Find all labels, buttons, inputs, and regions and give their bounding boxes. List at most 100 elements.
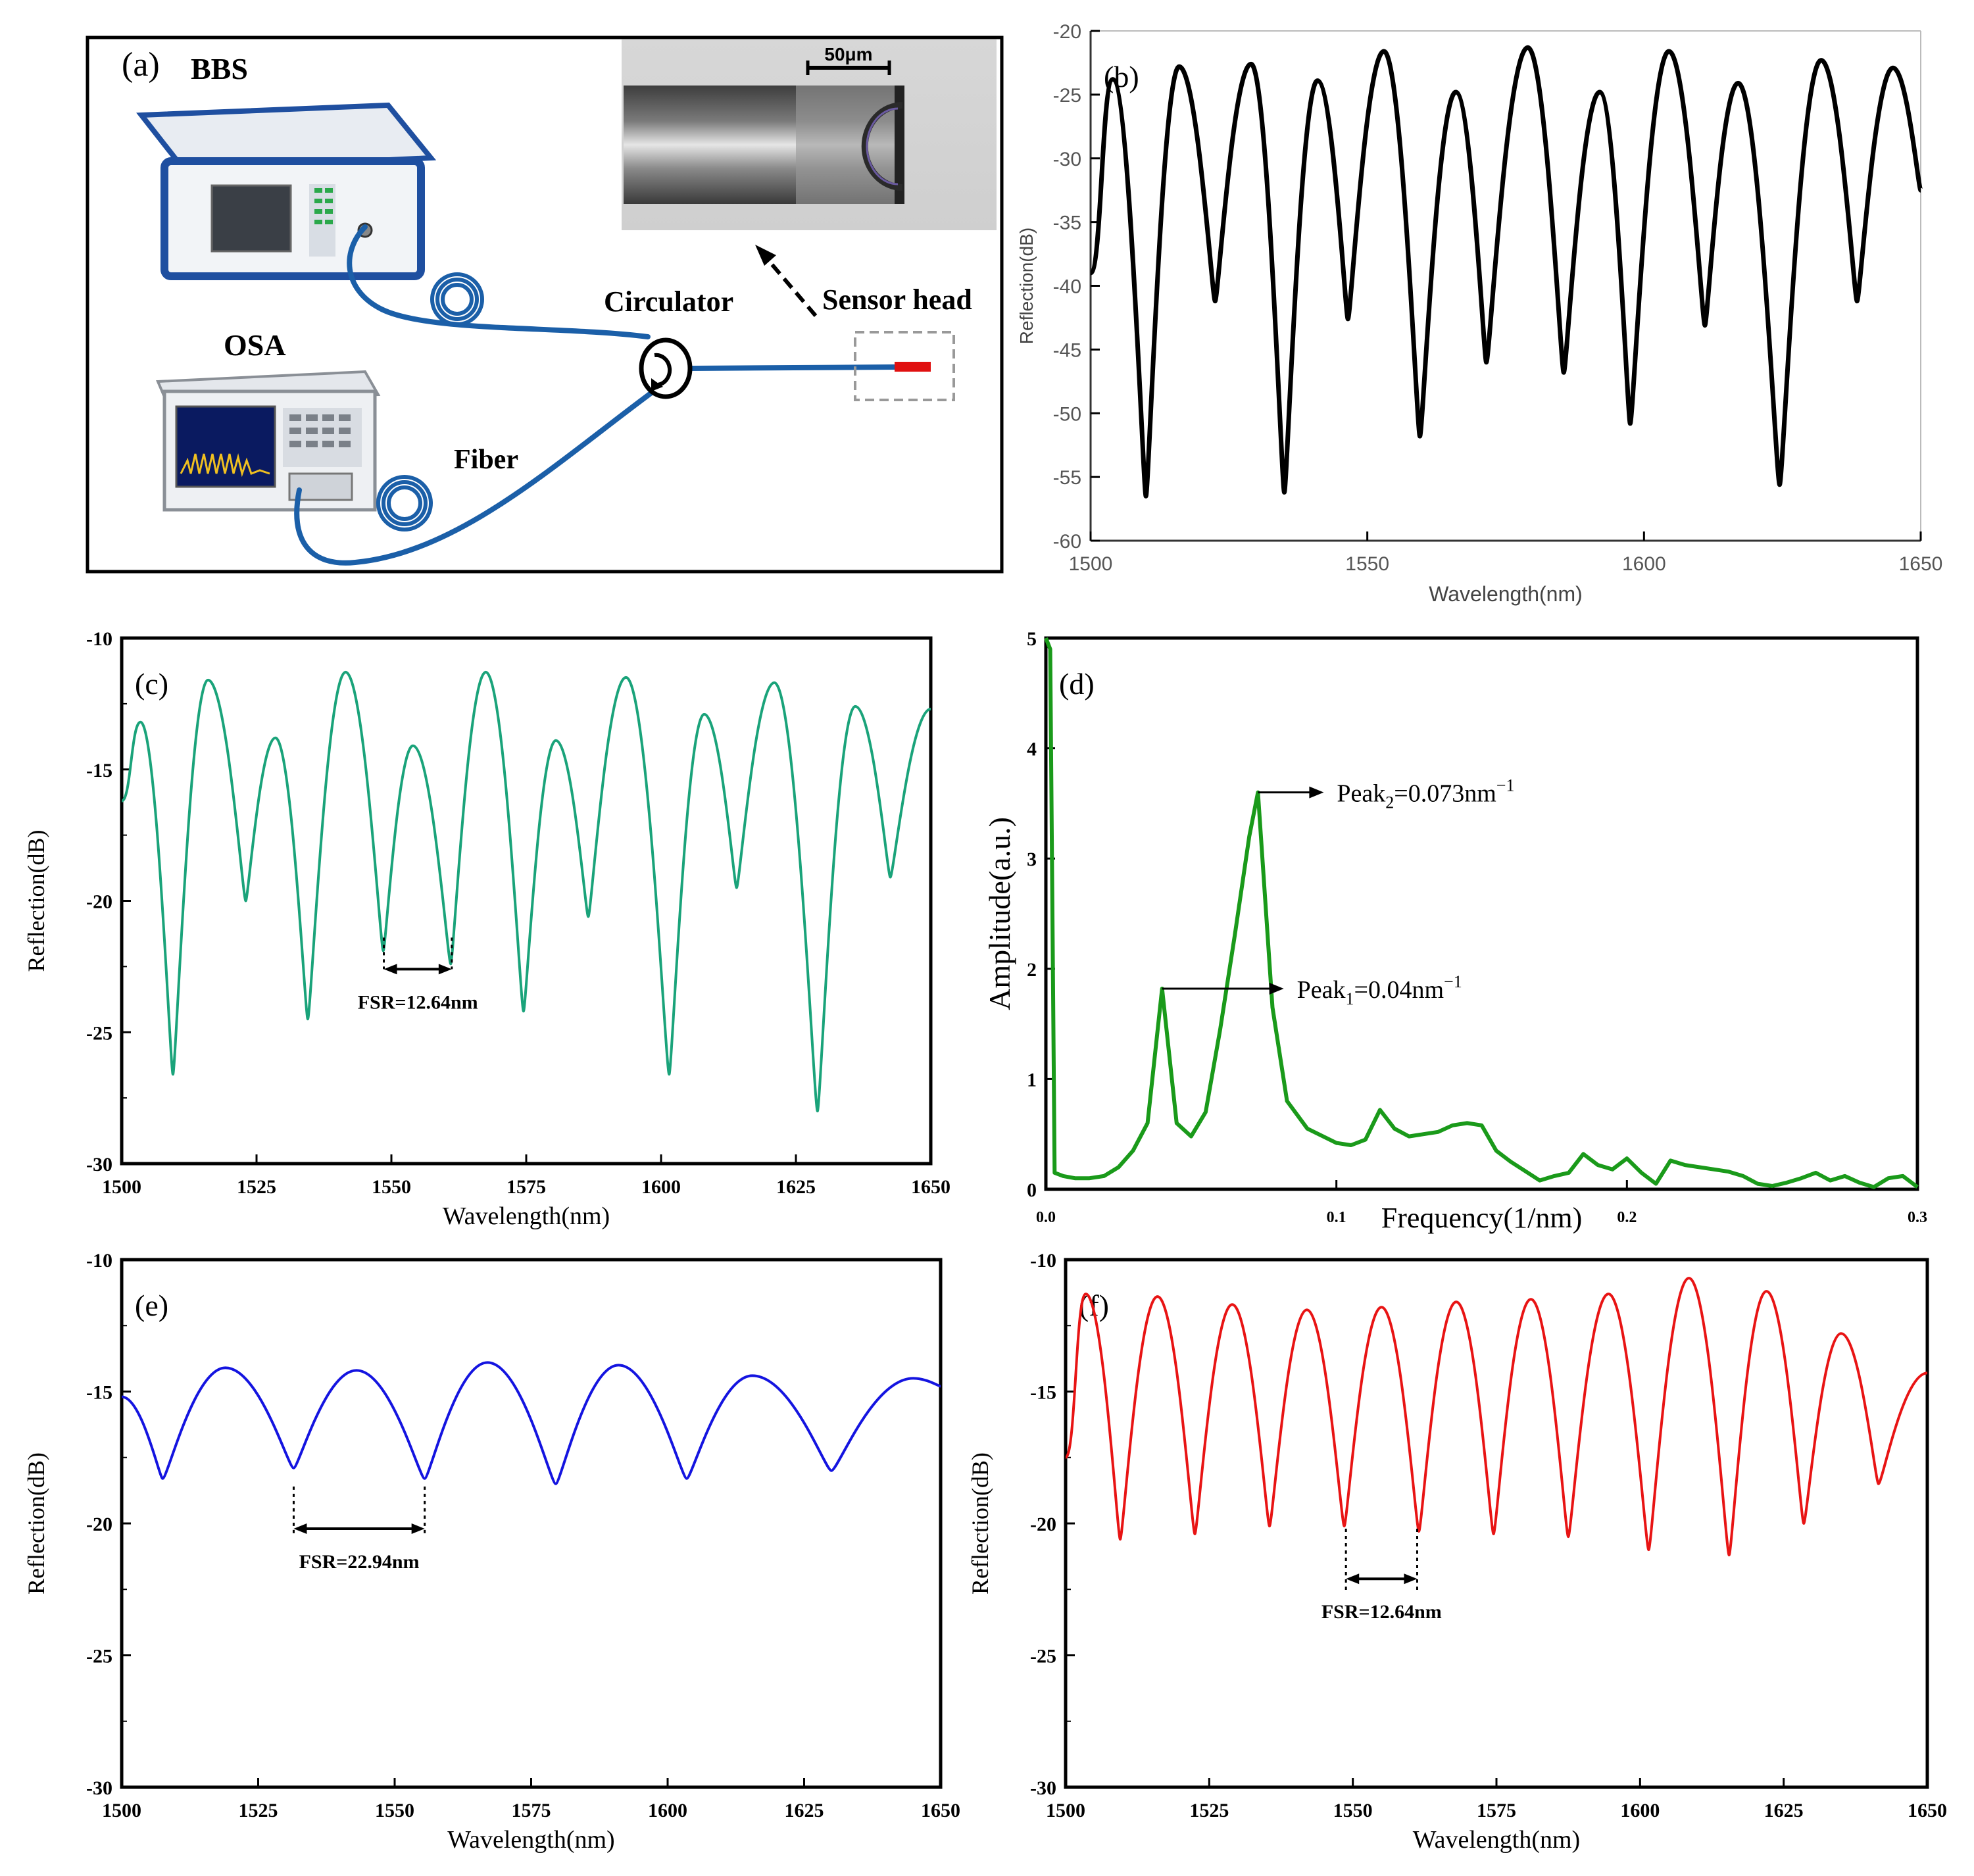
peak-arrow-icon <box>1269 982 1284 995</box>
y-axis-label: Reflection(dB) <box>967 1452 993 1594</box>
x-tick-label: 1500 <box>102 1176 141 1198</box>
y-tick-label: 2 <box>1027 959 1037 981</box>
x-tick-label: 1625 <box>785 1800 824 1821</box>
x-tick-label: 1650 <box>1899 553 1943 575</box>
bbs-label: BBS <box>191 52 248 86</box>
y-tick-label: -50 <box>1053 403 1081 425</box>
x-tick-label: 1600 <box>641 1176 681 1198</box>
peak-label: Peak2=0.073nm−1 <box>1337 776 1514 812</box>
y-tick-label: -25 <box>1030 1646 1056 1667</box>
series-line <box>120 670 931 1113</box>
circulator-icon <box>639 337 693 399</box>
chart-c: 1500 1525 1550 1575 1600 1625 1650 -30 -25 -20 -15… <box>23 628 950 1230</box>
fsr-label: FSR=12.64nm <box>358 991 478 1013</box>
x-tick-label: 1525 <box>1189 1800 1229 1821</box>
fsr-arrow-left-icon <box>1346 1573 1360 1585</box>
fiber-paths <box>294 224 897 566</box>
y-tick-label: 4 <box>1027 739 1037 760</box>
sensor-head-micrograph: 50μm <box>622 39 997 230</box>
plot-frame <box>120 636 933 1166</box>
x-tick-label: 1650 <box>911 1176 950 1198</box>
panel-a-setup-schematic: (a) BBS <box>86 36 1004 574</box>
chart-d: 0.0 0.1 0.2 0.3 0 1 2 3 4 5 Frequency(1/nm) Amplitu… <box>983 628 1927 1234</box>
series-line <box>1064 1277 1928 1557</box>
sensor-arrow <box>764 257 818 317</box>
x-axis-label: Frequency(1/nm) <box>1381 1202 1582 1234</box>
x-tick-label: 1575 <box>506 1176 546 1198</box>
y-tick-label: -20 <box>86 1514 112 1535</box>
fsr-label: FSR=12.64nm <box>1321 1601 1442 1623</box>
y-tick-label: -45 <box>1053 339 1081 361</box>
fsr-arrow-right-icon <box>411 1523 425 1535</box>
peak-arrow-icon <box>1309 786 1324 799</box>
x-tick-label: 1625 <box>776 1176 816 1198</box>
x-tick-label: 1600 <box>648 1800 687 1821</box>
x-tick-label: 1550 <box>372 1176 411 1198</box>
y-tick-label: -35 <box>1053 212 1081 234</box>
x-tick-label: 1550 <box>1345 553 1389 575</box>
scale-bar-label: 50μm <box>824 44 872 64</box>
y-tick-label: -20 <box>86 891 112 913</box>
y-tick-label: -15 <box>86 1382 112 1404</box>
x-tick-label: 1650 <box>921 1800 960 1821</box>
peak-label: Peak1=0.04nm−1 <box>1297 972 1462 1008</box>
y-tick-label: -25 <box>86 1022 112 1044</box>
x-tick-label: 1625 <box>1764 1800 1804 1821</box>
circulator-label: Circulator <box>604 285 733 318</box>
x-tick-label: 0.2 <box>1617 1209 1637 1226</box>
x-tick-label: 1650 <box>1908 1800 1947 1821</box>
y-tick-label: -15 <box>1030 1382 1056 1404</box>
x-tick-label: 1550 <box>1333 1800 1373 1821</box>
y-tick-label: -20 <box>1030 1514 1056 1535</box>
panel-label: (e) <box>135 1289 168 1322</box>
y-tick-label: -25 <box>86 1646 112 1667</box>
y-tick-label: -10 <box>1030 1250 1056 1271</box>
chart-e: 1500 1525 1550 1575 1600 1625 1650 -30 -25 -20 -15… <box>23 1250 960 1854</box>
x-tick-label: 0.0 <box>1036 1209 1056 1226</box>
fsr-arrow-right-icon <box>438 964 452 975</box>
y-axis-label: Amplitude(a.u.) <box>983 817 1016 1010</box>
y-tick-label: -20 <box>1053 21 1081 43</box>
x-axis-label: Wavelength(nm) <box>443 1202 610 1230</box>
fsr-arrow-left-icon <box>293 1523 307 1535</box>
y-tick-label: -30 <box>1053 149 1081 170</box>
y-tick-label: 0 <box>1027 1179 1037 1201</box>
series-line <box>1044 637 1919 1189</box>
x-tick-label: 1500 <box>1046 1800 1085 1821</box>
fsr-label: FSR=22.94nm <box>299 1551 420 1573</box>
charts-layer: 1500 1550 1600 1650 -60 -55 -50 -45 -40 -35 -30 -25… <box>23 21 1947 1854</box>
x-tick-label: 1575 <box>1477 1800 1516 1821</box>
sensor-head-label: Sensor head <box>822 284 972 316</box>
sensor-arrow-head-icon <box>755 245 776 266</box>
y-tick-label: -30 <box>86 1777 112 1799</box>
y-axis-label: Reflection(dB) <box>23 830 49 972</box>
series-line <box>121 1361 941 1485</box>
x-axis-label: Wavelength(nm) <box>1429 582 1583 606</box>
plot-frame <box>1044 636 1919 1191</box>
bbs-device-icon <box>136 102 437 280</box>
x-tick-label: 1600 <box>1620 1800 1660 1821</box>
y-axis-label: Reflection(dB) <box>1016 228 1037 344</box>
fiber-label: Fiber <box>454 445 518 475</box>
osa-label: OSA <box>224 328 286 362</box>
sensor-head-icon <box>895 362 931 372</box>
x-tick-label: 1525 <box>239 1800 278 1821</box>
chart-f: 1500 1525 1550 1575 1600 1625 1650 -30 -25 -20 -15… <box>967 1250 1947 1854</box>
y-tick-label: -60 <box>1053 531 1081 553</box>
plot-frame <box>120 1258 943 1789</box>
x-tick-label: 1575 <box>512 1800 551 1821</box>
y-tick-label: -25 <box>1053 85 1081 107</box>
x-tick-label: 0.3 <box>1908 1209 1927 1226</box>
x-tick-label: 1525 <box>237 1176 276 1198</box>
y-tick-label: -40 <box>1053 276 1081 298</box>
fsr-arrow-left-icon <box>383 964 397 975</box>
fiber-bbs-to-circulator <box>347 224 651 339</box>
y-tick-label: -15 <box>86 760 112 781</box>
y-tick-label: -10 <box>86 1250 112 1271</box>
y-tick-label: -30 <box>1030 1777 1056 1799</box>
x-tick-label: 1500 <box>1069 553 1113 575</box>
y-tick-label: -10 <box>86 628 112 650</box>
panel-label: (c) <box>135 667 168 701</box>
chart-b: 1500 1550 1600 1650 -60 -55 -50 -45 -40 -35 -30 -25… <box>1016 21 1942 606</box>
